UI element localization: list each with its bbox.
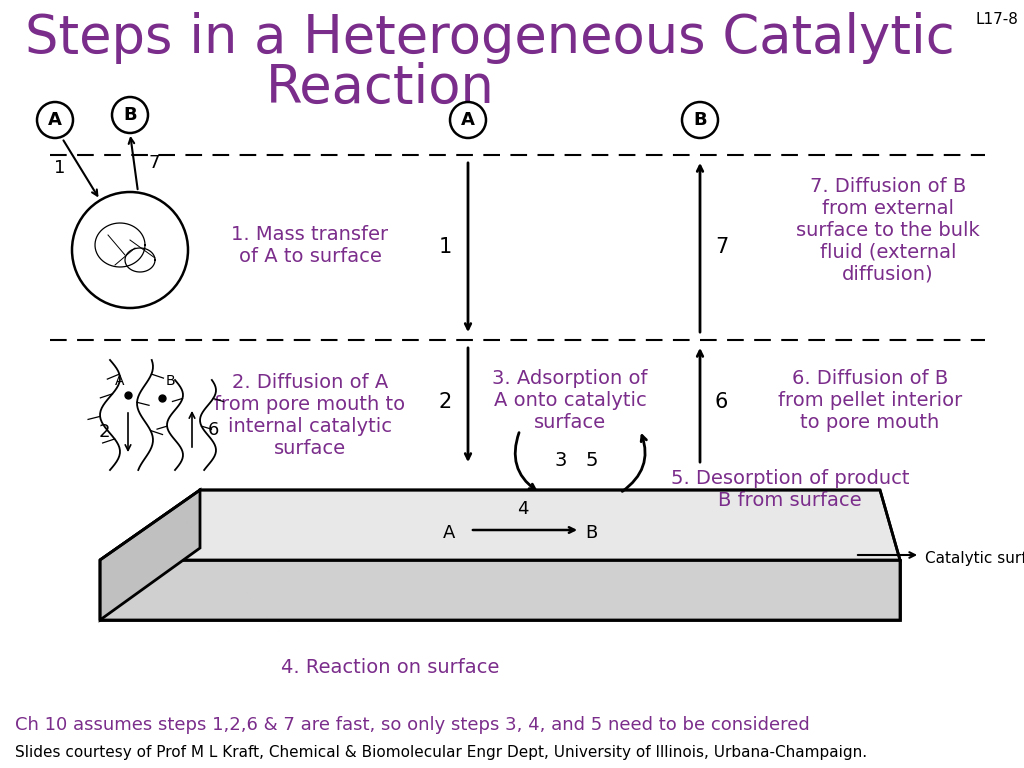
Text: A: A bbox=[442, 524, 455, 542]
Text: 7. Diffusion of B
from external
surface to the bulk
fluid (external
diffusion): 7. Diffusion of B from external surface … bbox=[796, 177, 980, 283]
Text: 4. Reaction on surface: 4. Reaction on surface bbox=[281, 658, 499, 677]
Text: 2. Diffusion of A
from pore mouth to
internal catalytic
surface: 2. Diffusion of A from pore mouth to int… bbox=[214, 372, 406, 458]
Text: 7: 7 bbox=[715, 237, 728, 257]
Text: 1: 1 bbox=[438, 237, 452, 257]
Text: A: A bbox=[461, 111, 475, 129]
Text: Slides courtesy of Prof M L Kraft, Chemical & Biomolecular Engr Dept, University: Slides courtesy of Prof M L Kraft, Chemi… bbox=[15, 744, 867, 760]
Text: 6: 6 bbox=[715, 392, 728, 412]
Text: 7: 7 bbox=[148, 154, 160, 172]
Text: B: B bbox=[123, 106, 137, 124]
Text: Catalytic surface: Catalytic surface bbox=[925, 551, 1024, 565]
Text: 6: 6 bbox=[208, 421, 219, 439]
Circle shape bbox=[450, 102, 486, 138]
Text: Reaction: Reaction bbox=[265, 62, 495, 114]
Text: A: A bbox=[115, 374, 124, 388]
Circle shape bbox=[37, 102, 73, 138]
Text: 3. Adsorption of
A onto catalytic
surface: 3. Adsorption of A onto catalytic surfac… bbox=[493, 369, 648, 432]
Text: L17-8: L17-8 bbox=[975, 12, 1018, 27]
Circle shape bbox=[682, 102, 718, 138]
Text: 2: 2 bbox=[98, 423, 110, 441]
Text: A: A bbox=[48, 111, 61, 129]
Text: 1. Mass transfer
of A to surface: 1. Mass transfer of A to surface bbox=[231, 224, 388, 266]
Polygon shape bbox=[100, 560, 900, 620]
Text: 5: 5 bbox=[586, 451, 598, 469]
Text: 6. Diffusion of B
from pellet interior
to pore mouth: 6. Diffusion of B from pellet interior t… bbox=[778, 369, 963, 432]
Polygon shape bbox=[100, 490, 200, 620]
Text: Steps in a Heterogeneous Catalytic: Steps in a Heterogeneous Catalytic bbox=[26, 12, 954, 64]
Text: B: B bbox=[693, 111, 707, 129]
Text: 2: 2 bbox=[438, 392, 452, 412]
Text: B: B bbox=[166, 374, 176, 388]
Text: 5. Desorption of product
B from surface: 5. Desorption of product B from surface bbox=[671, 469, 909, 511]
Text: 1: 1 bbox=[53, 159, 65, 177]
Polygon shape bbox=[100, 490, 900, 560]
Circle shape bbox=[112, 97, 148, 133]
Circle shape bbox=[72, 192, 188, 308]
Text: B: B bbox=[585, 524, 597, 542]
Text: 3: 3 bbox=[555, 451, 567, 469]
Text: Ch 10 assumes steps 1,2,6 & 7 are fast, so only steps 3, 4, and 5 need to be con: Ch 10 assumes steps 1,2,6 & 7 are fast, … bbox=[15, 716, 810, 734]
Text: 4: 4 bbox=[517, 500, 528, 518]
